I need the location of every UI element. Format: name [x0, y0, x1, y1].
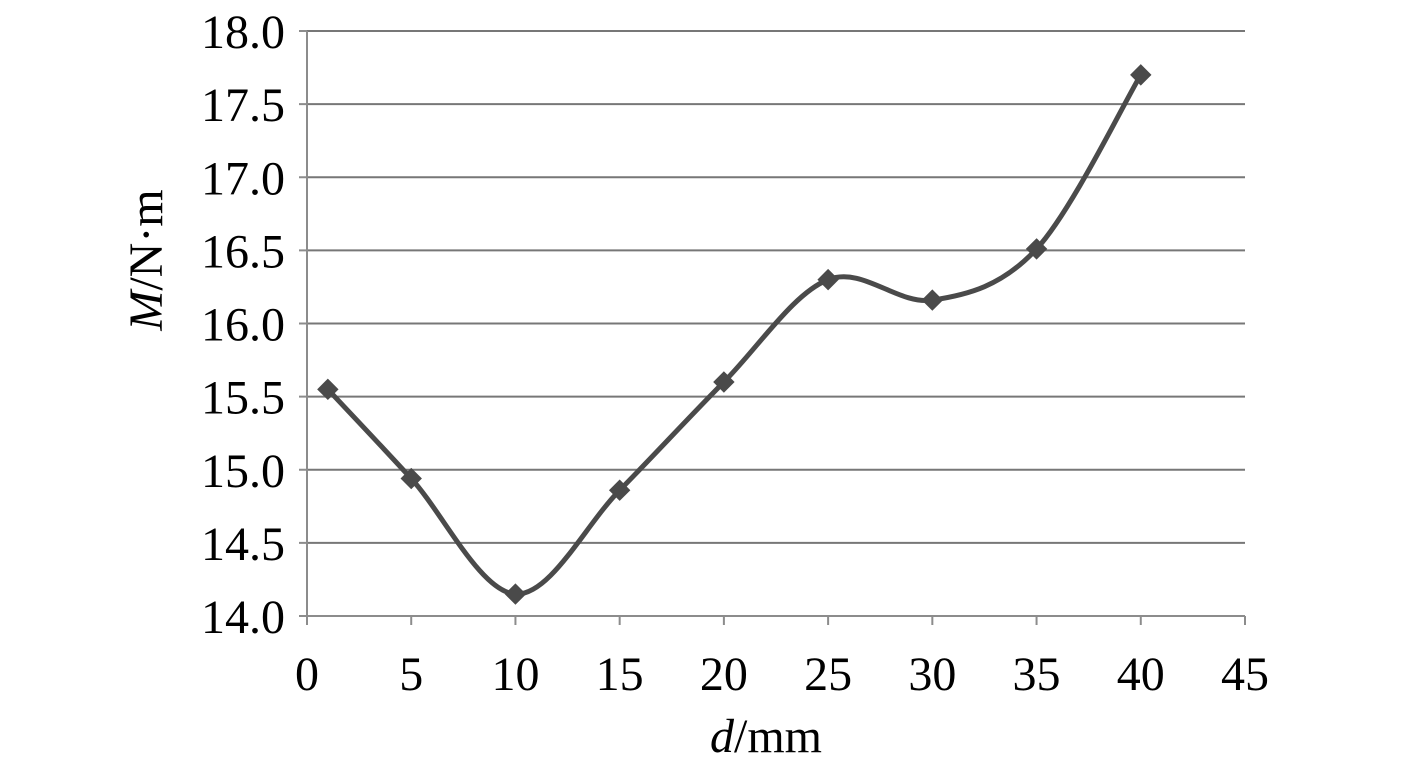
data-point-marker	[1025, 238, 1048, 260]
x-tick-label: 10	[491, 648, 539, 701]
data-point-marker	[608, 479, 631, 501]
y-tick-label: 15.5	[201, 372, 285, 425]
y-tick-label: 14.0	[201, 591, 285, 644]
data-point-marker	[504, 583, 527, 605]
y-tick-label: 17.0	[201, 152, 285, 205]
x-axis-variable: d	[710, 710, 735, 757]
y-axis-unit: /N·m	[120, 189, 173, 290]
data-markers	[317, 64, 1152, 605]
series-line	[325, 72, 1144, 597]
data-point-marker	[921, 289, 944, 311]
grid-lines	[307, 30, 1245, 544]
data-point-marker	[400, 467, 422, 490]
x-tick-labels: 0 5 10 15 20 25 30 35 40 45	[295, 648, 1269, 701]
data-point-marker	[317, 378, 339, 401]
data-point-marker	[1130, 64, 1152, 86]
x-tick-label: 20	[700, 648, 748, 701]
y-tick-label: 16.5	[201, 225, 285, 278]
x-tick-label: 15	[596, 648, 644, 701]
y-tick-label: 18.0	[201, 6, 285, 59]
y-tick-labels: 14.0 14.5 15.0 15.5 16.0 16.5 17.0 17.5 18.0	[201, 6, 285, 644]
series-path	[325, 72, 1144, 597]
axes	[299, 30, 1246, 625]
y-tick-label: 14.5	[201, 518, 285, 571]
data-point-marker	[713, 371, 735, 393]
data-point-marker	[817, 268, 839, 291]
y-tick-label: 17.5	[201, 79, 285, 132]
y-tick-label: 15.0	[201, 445, 285, 498]
x-tick-label: 5	[399, 648, 423, 701]
x-tick-label: 40	[1117, 648, 1165, 701]
x-tick-label: 35	[1013, 648, 1061, 701]
x-axis-unit: /mm	[734, 710, 822, 757]
y-axis-variable: M	[120, 288, 173, 332]
y-axis-title: M/N·m	[120, 189, 173, 331]
x-tick-label: 25	[804, 648, 852, 701]
y-tick-label: 16.0	[201, 299, 285, 352]
x-tick-label: 30	[908, 648, 956, 701]
x-tick-label: 0	[295, 648, 319, 701]
x-tick-label: 45	[1221, 648, 1269, 701]
x-axis-title: d/mm	[710, 710, 822, 757]
